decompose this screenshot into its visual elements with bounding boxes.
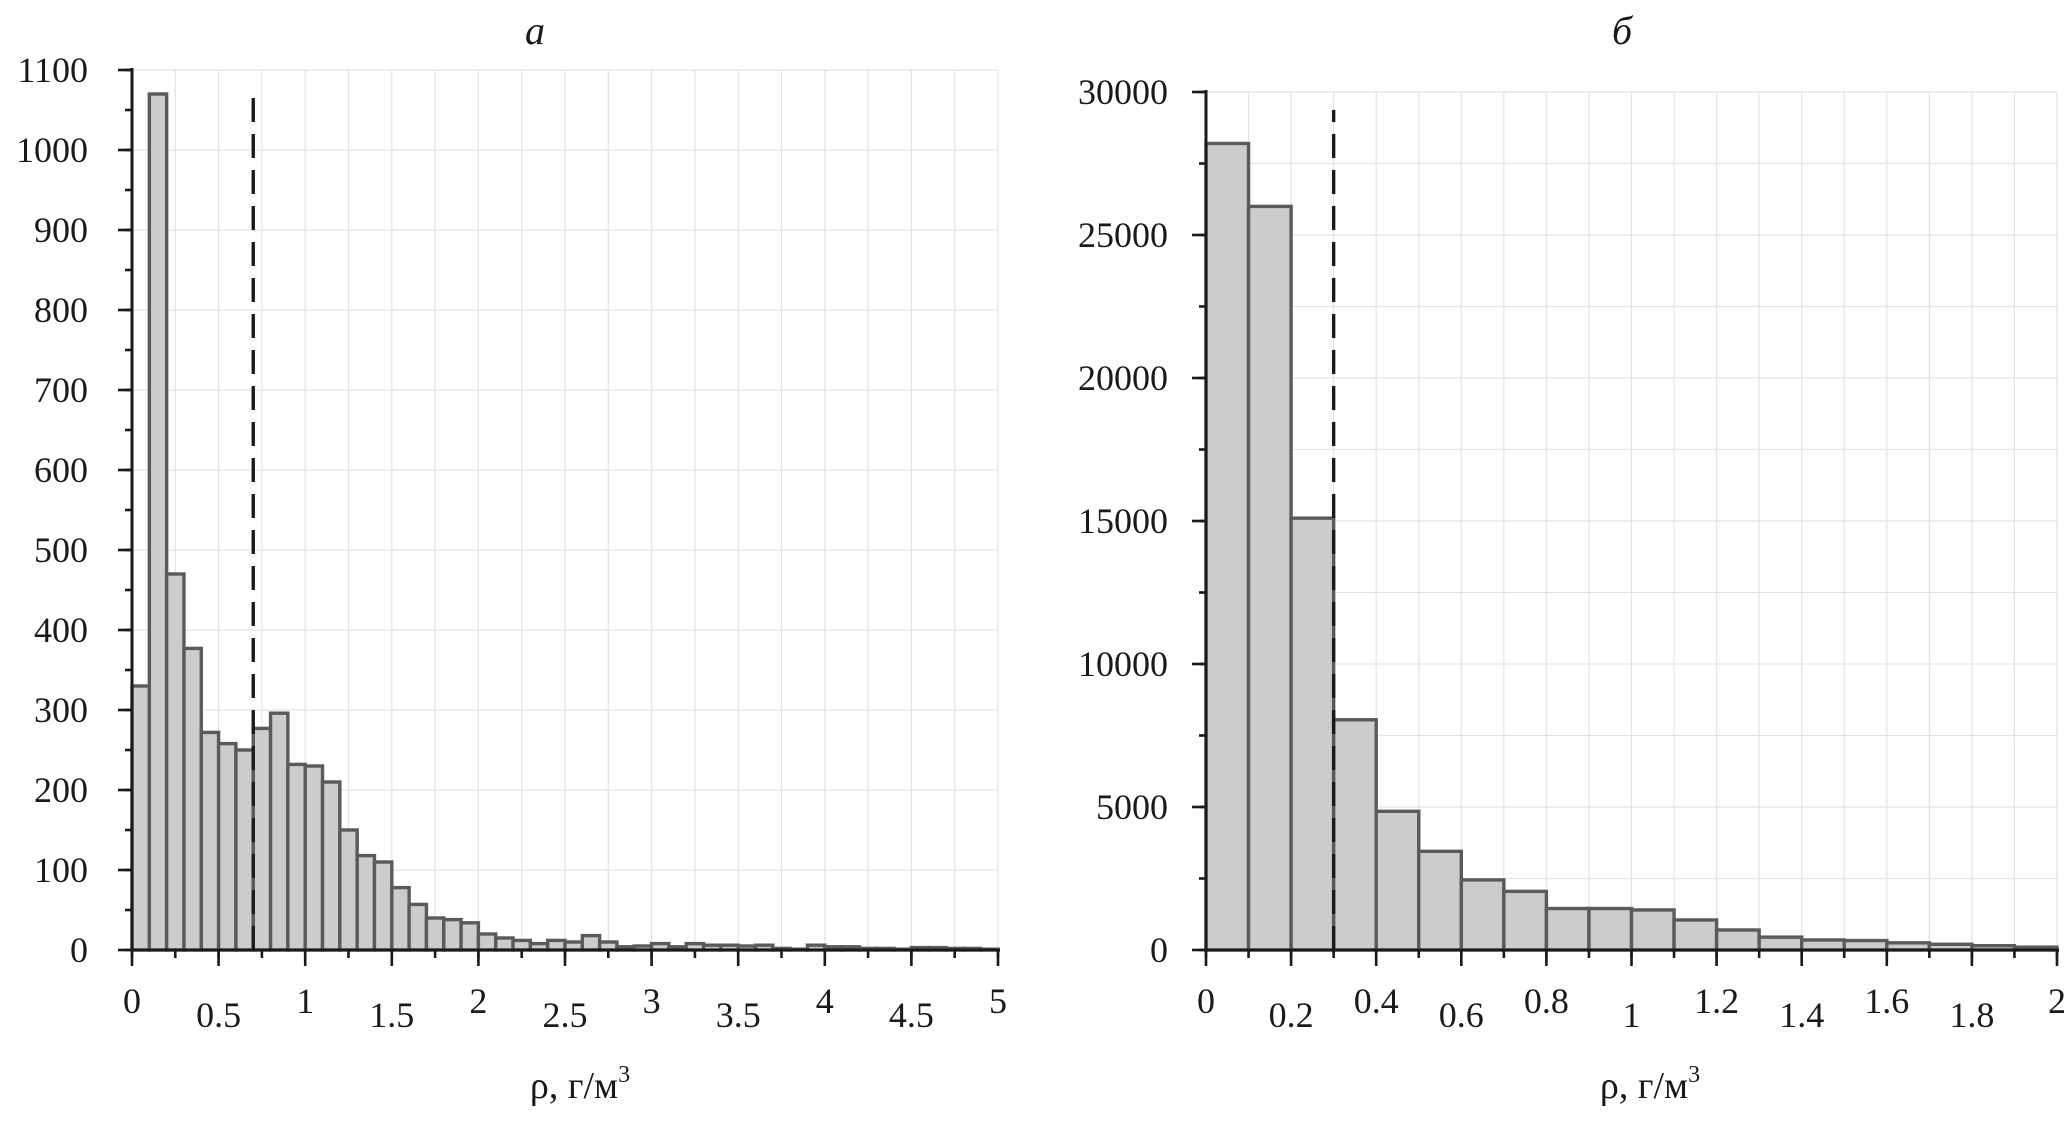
histogram-bar [1714, 928, 1761, 952]
histogram-bar [1799, 938, 1846, 952]
y-tick-label: 900 [34, 210, 88, 250]
histogram-bar [407, 902, 429, 952]
x-tick-label: 0.4 [1354, 981, 1399, 1021]
histogram-bar [442, 917, 463, 952]
x-tick-label: 1.5 [369, 995, 414, 1035]
x-axis-label-b-sup: 3 [1688, 1062, 1700, 1088]
y-tick-label: 800 [34, 290, 88, 330]
histogram-bar [251, 726, 273, 952]
histogram-bar [286, 762, 307, 952]
x-tick-label: 5 [989, 981, 1007, 1021]
x-tick-label: 0.8 [1524, 981, 1569, 1021]
y-tick-label: 10000 [1078, 644, 1168, 684]
x-tick-label: 1 [296, 981, 314, 1021]
histogram-bar [268, 711, 290, 952]
x-tick-label: 1.2 [1694, 981, 1739, 1021]
histogram-bar [1204, 141, 1251, 952]
y-tick-label: 100 [34, 850, 88, 890]
y-tick-label: 600 [34, 450, 88, 490]
grid-a [132, 69, 999, 950]
histogram-bar [1246, 204, 1293, 952]
y-tick-label: 1100 [17, 50, 88, 90]
histogram-bar [1459, 878, 1506, 952]
histogram-bar [1544, 906, 1591, 952]
x-tick-label: 2 [469, 981, 487, 1021]
x-tick-label: 3 [643, 981, 661, 1021]
histogram-bar [355, 853, 377, 952]
histogram-bar [459, 921, 481, 952]
histogram-bar [234, 748, 255, 952]
histogram-bar [476, 932, 498, 952]
histogram-bar [1417, 849, 1463, 952]
y-tick-label: 25000 [1078, 215, 1168, 255]
y-tick-label: 200 [34, 770, 88, 810]
x-tick-label: 2.5 [543, 995, 588, 1035]
x-axis-label-b: ρ, г/м3 [1600, 1062, 1700, 1107]
x-tick-label: 0 [1197, 981, 1215, 1021]
x-tick-label: 0.5 [196, 995, 241, 1035]
y-tick-label: 300 [34, 690, 88, 730]
histogram-bar [1331, 718, 1378, 952]
panel-label-a: а [525, 8, 545, 53]
x-tick-label: 1.4 [1779, 995, 1824, 1035]
histogram-bar [338, 828, 359, 952]
histogram-bar [303, 764, 325, 952]
histogram-bar [130, 684, 152, 952]
x-tick-label: 3.5 [716, 995, 761, 1035]
histogram-bar [1629, 908, 1676, 952]
y-tick-label: 400 [34, 610, 88, 650]
x-tick-label: 4 [816, 981, 834, 1021]
x-axis-label-b-main: ρ, г/м [1600, 1065, 1688, 1107]
y-tick-label: 700 [34, 370, 88, 410]
x-tick-label: 0.6 [1439, 995, 1484, 1035]
histogram-bar [424, 916, 446, 952]
histogram-bar [372, 860, 394, 952]
x-tick-label: 1.6 [1864, 981, 1909, 1021]
bars-b [1204, 141, 2059, 952]
x-tick-label: 0 [123, 981, 141, 1021]
x-axis-label-a-sup: 3 [618, 1062, 630, 1088]
x-axis-label-a-main: ρ, г/м [530, 1065, 618, 1107]
histogram-bar [147, 92, 169, 952]
histogram-bar [580, 933, 602, 952]
histogram-bar [1757, 935, 1804, 952]
x-tick-label: 1 [1623, 995, 1641, 1035]
histogram-bar [1672, 918, 1719, 952]
x-tick-label: 1.8 [1949, 995, 1994, 1035]
y-tick-label: 0 [1150, 930, 1168, 970]
y-tick-label: 15000 [1078, 501, 1168, 541]
histogram-bar [199, 730, 221, 952]
grid-b [1206, 91, 2058, 950]
y-tick-label: 20000 [1078, 358, 1168, 398]
panel-label-b: б [1612, 8, 1634, 53]
axes-b: 0 5000 10000 15000 20000 25000 30000 0 0.2 0.4 0.6… [1078, 72, 2066, 1035]
histogram-bar [182, 646, 203, 952]
x-tick-label: 4.5 [889, 995, 934, 1035]
histogram-bar [1374, 809, 1421, 952]
histogram-bar [390, 885, 411, 952]
histogram-bar [1587, 906, 1634, 952]
y-tick-label: 500 [34, 530, 88, 570]
histogram-bar [494, 936, 515, 952]
x-tick-label: 0.2 [1269, 995, 1314, 1035]
histogram-bar [1289, 516, 1336, 952]
y-tick-label: 0 [70, 930, 88, 970]
y-tick-label: 30000 [1078, 72, 1168, 112]
histogram-bar [216, 741, 238, 952]
y-tick-label: 1000 [16, 130, 88, 170]
x-axis-label-a: ρ, г/м3 [530, 1062, 630, 1107]
histogram-bar [1502, 889, 1549, 952]
histogram-bar [320, 780, 342, 952]
x-tick-label: 2 [2048, 981, 2066, 1021]
histogram-bar [164, 572, 186, 952]
y-tick-label: 5000 [1096, 787, 1168, 827]
axes-a: 0 100 200 300 400 500 600 700 800 900 1000 1100 0 0.5… [16, 50, 1007, 1035]
